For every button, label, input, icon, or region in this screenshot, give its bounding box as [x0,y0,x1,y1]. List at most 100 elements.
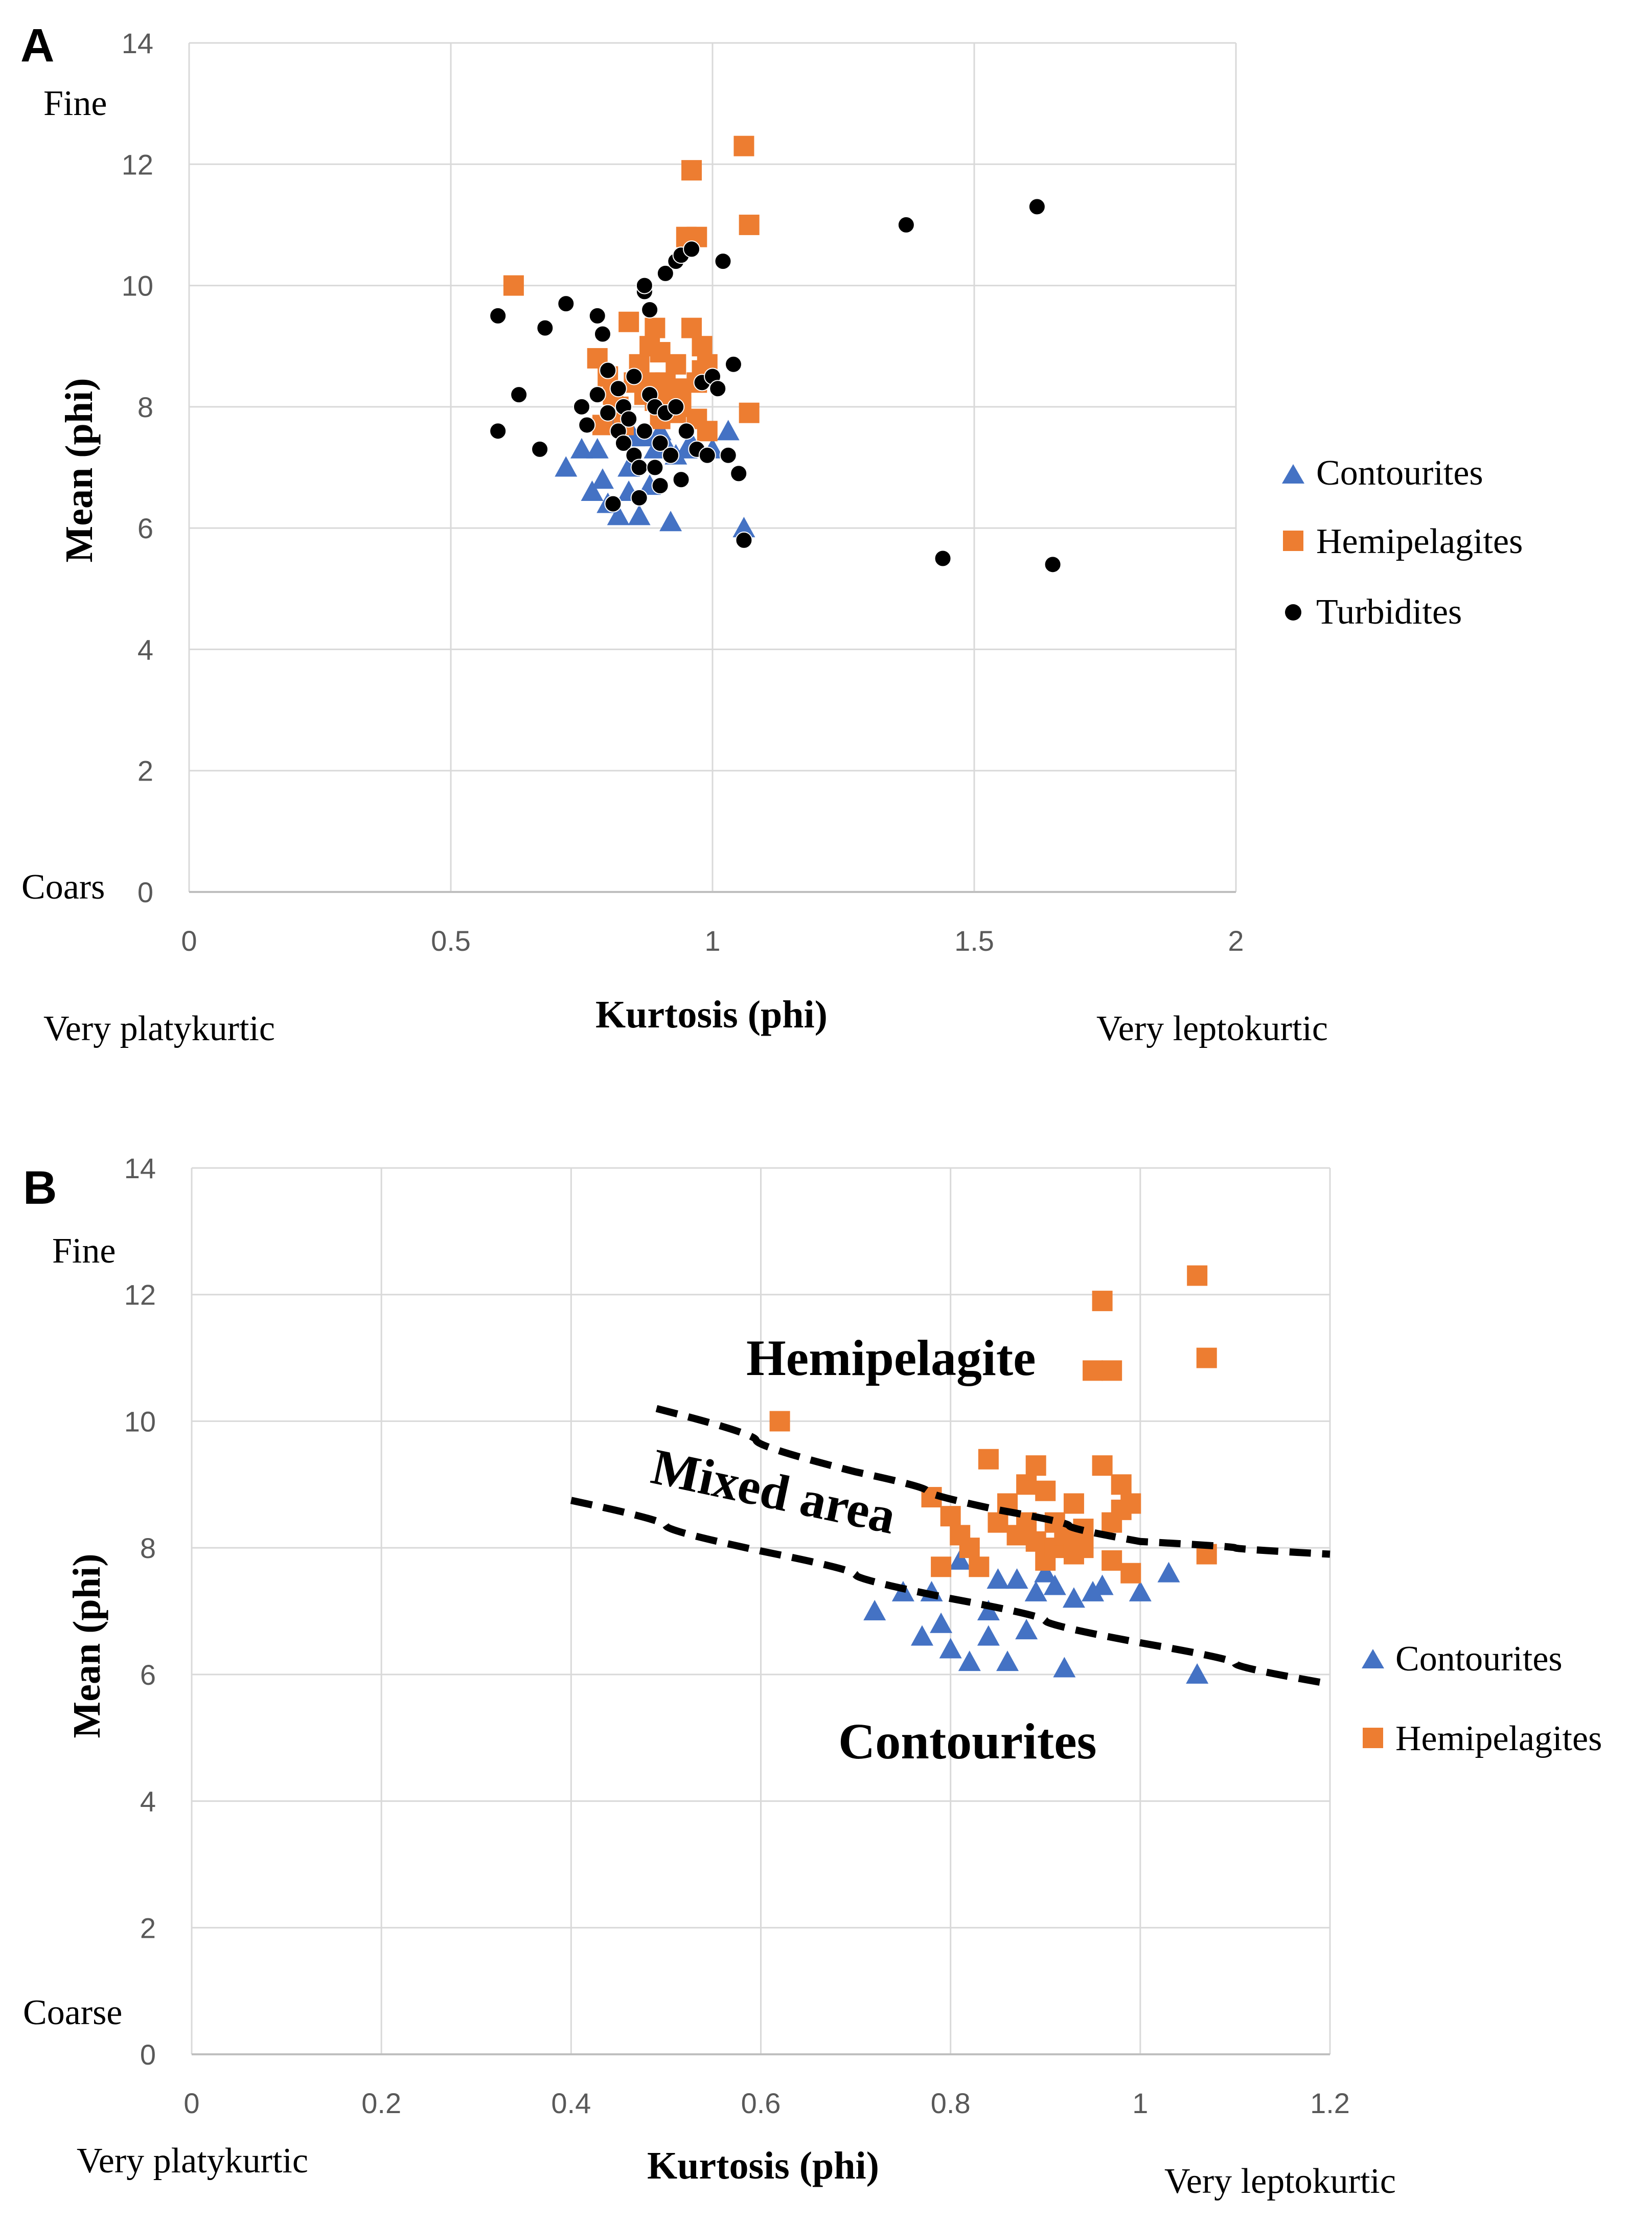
panel-b-fine-label: Fine [52,1231,116,1271]
point-hemipelagites [733,135,754,156]
y-tick-label: 0 [137,876,153,908]
point-contourites [949,1549,972,1570]
point-contourites [1062,1587,1085,1608]
point-turbidites [1044,556,1062,574]
panel-b-y-axis-title: Mean (phi) [65,1554,108,1738]
point-turbidites [641,301,659,319]
point-turbidites [635,422,653,440]
y-tick-label: 10 [124,1405,156,1437]
point-hemipelagites [1102,1360,1122,1381]
point-turbidites [625,368,643,385]
point-hemipelagites [769,1411,790,1432]
point-contourites [591,468,614,489]
point-turbidites [557,295,575,313]
panel-b-legend: Contourites Hemipelagites [1362,1639,1602,1758]
point-turbidites [646,459,664,476]
point-hemipelagites [978,1449,999,1470]
panel-a: A 0 2 4 6 8 10 12 14 0 0.5 1 1.5 2 Fine Coars Very p… [20,19,1523,1048]
legend-marker-hemipelagites [1283,531,1303,551]
point-hemipelagites [1102,1550,1122,1571]
point-turbidites [599,361,617,379]
point-hemipelagites [666,354,686,375]
y-tick-label: 4 [140,1785,156,1818]
point-turbidites [698,446,716,464]
point-turbidites [609,380,627,398]
point-contourites [1034,1562,1057,1583]
point-hemipelagites [1120,1563,1141,1584]
point-hemipelagites [1196,1347,1217,1368]
panel-b-leptokurtic-label: Very leptokurtic [1164,2162,1396,2201]
point-contourites [1015,1619,1038,1640]
point-turbidites [656,264,674,282]
point-turbidites [593,325,611,343]
x-tick-label: 0.2 [361,2087,401,2119]
y-tick-label: 2 [137,755,153,787]
panel-a-fine-label: Fine [43,84,107,123]
point-turbidites [573,398,590,416]
point-turbidites [489,307,507,325]
point-contourites [1082,1580,1105,1601]
point-contourites [1043,1574,1066,1595]
legend-marker-turbidites [1285,604,1301,621]
point-hemipelagites [959,1538,980,1559]
point-turbidites [1028,198,1046,216]
point-turbidites [531,440,549,458]
x-tick-label: 2 [1228,925,1244,957]
region-label-contourites: Contourites [838,1713,1097,1770]
y-tick-label: 8 [137,391,153,423]
point-turbidites [897,216,915,234]
panel-b-boundaries [570,1405,1331,1688]
panel-b-legend-hemipelagites: Hemipelagites [1395,1719,1602,1758]
y-tick-label: 2 [140,1912,156,1944]
point-hemipelagites [931,1556,952,1577]
point-hemipelagites [1111,1474,1132,1495]
point-turbidites [604,495,622,513]
x-tick-label: 1 [704,925,720,957]
point-turbidites [719,446,737,464]
panel-a-ticks: 0 2 4 6 8 10 12 14 0 0.5 1 1.5 2 [122,27,1244,957]
point-contourites [586,438,609,459]
point-hemipelagites [618,311,639,332]
point-hemipelagites [1083,1360,1104,1381]
point-hemipelagites [697,421,718,442]
point-contourites [1129,1580,1152,1601]
panel-b-legend-contourites: Contourites [1395,1639,1563,1679]
point-turbidites [614,434,632,452]
x-tick-label: 0 [183,2087,199,2119]
point-contourites [996,1651,1019,1671]
point-hemipelagites [1092,1455,1113,1476]
point-turbidites [630,489,648,507]
point-contourites [1091,1574,1114,1595]
point-hemipelagites [1063,1493,1084,1514]
region-label-hemipelagite: Hemipelagite [746,1330,1036,1386]
point-contourites [717,420,740,441]
point-contourites [1186,1663,1209,1684]
panel-a-legend: Contourites Hemipelagites Turbidites [1282,453,1523,632]
point-hemipelagites [739,214,760,235]
panel-a-y-axis-title: Mean (phi) [58,378,101,563]
boundary-line-lower [570,1497,1331,1688]
panel-b-platykurtic-label: Very platykurtic [77,2141,308,2181]
point-turbidites [667,398,685,416]
x-tick-label: 0.6 [741,2087,781,2119]
x-tick-label: 1 [1132,2087,1148,2119]
y-tick-label: 14 [122,27,153,59]
point-turbidites [724,355,742,373]
point-turbidites [536,319,554,337]
point-hemipelagites [503,275,524,296]
panel-b-grid [191,1167,1331,2055]
y-tick-label: 6 [140,1659,156,1691]
point-hemipelagites [692,336,713,357]
point-contourites [1024,1580,1047,1601]
panel-a-legend-turbidites: Turbidites [1316,592,1462,632]
point-turbidites [510,386,528,404]
point-hemipelagites [681,160,702,181]
point-hemipelagites [1092,1291,1113,1312]
point-hemipelagites [739,402,760,423]
y-tick-label: 8 [140,1532,156,1564]
point-contourites [555,456,578,477]
point-turbidites [588,386,606,404]
x-tick-label: 0.8 [931,2087,971,2119]
y-tick-label: 6 [137,512,153,544]
